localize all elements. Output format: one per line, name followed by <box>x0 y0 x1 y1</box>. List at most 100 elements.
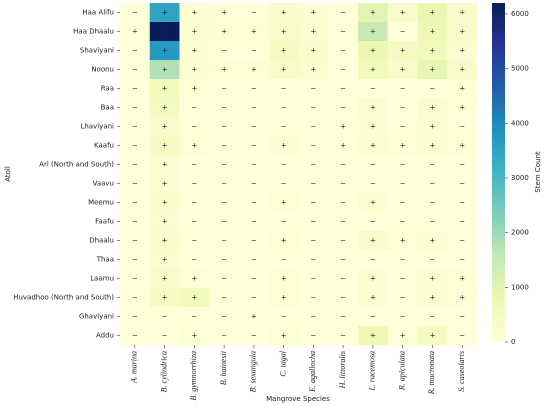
cell-annotation: + <box>370 28 376 36</box>
cell-annotation: + <box>162 66 168 74</box>
cell-annotation: − <box>400 256 406 264</box>
heatmap-cell <box>358 79 389 99</box>
x-tick-label: S. caseolaris <box>457 351 466 392</box>
cell-annotation: − <box>429 313 435 321</box>
y-tick-label: Meemu <box>88 199 114 207</box>
x-tick-label: L. racemosa <box>368 351 377 392</box>
cell-annotation: + <box>400 332 406 340</box>
heatmap-cell <box>268 60 299 80</box>
heatmap-cell <box>239 326 270 346</box>
heatmap-cell <box>179 3 210 23</box>
heatmap-cell <box>387 22 418 42</box>
cell-annotation: − <box>340 294 346 302</box>
heatmap-cell <box>120 79 151 99</box>
cell-annotation: − <box>191 104 197 112</box>
heatmap-cell <box>149 326 180 346</box>
heatmap-cell <box>298 98 329 118</box>
heatmap-cell <box>298 174 329 194</box>
cell-annotation: − <box>251 275 257 283</box>
heatmap-cell <box>149 307 180 327</box>
cell-annotation: − <box>429 180 435 188</box>
heatmap-cell <box>387 41 418 61</box>
x-axis-title: Mangrove Species <box>266 395 330 403</box>
cell-annotation: + <box>162 9 168 17</box>
heatmap-cell <box>328 136 359 156</box>
cell-annotation: − <box>310 104 316 112</box>
heatmap-cell <box>239 155 270 175</box>
cell-annotation: + <box>251 313 257 321</box>
y-tick-label: Lhaviyani <box>80 123 114 131</box>
cell-annotation: − <box>281 256 287 264</box>
y-tick-label: Laamu <box>90 275 114 283</box>
x-tick-label: H. littoralis <box>338 351 347 389</box>
cell-annotation: − <box>310 237 316 245</box>
cell-annotation: + <box>429 104 435 112</box>
cell-annotation: − <box>310 256 316 264</box>
heatmap-cell <box>120 136 151 156</box>
heatmap-cell <box>209 117 240 137</box>
cell-annotation: + <box>221 9 227 17</box>
heatmap-cell <box>149 174 180 194</box>
heatmap-cell <box>239 98 270 118</box>
heatmap-cell <box>417 3 448 23</box>
heatmap-cell <box>447 269 478 289</box>
heatmap-cell <box>239 193 270 213</box>
heatmap-cell <box>179 212 210 232</box>
heatmap-cell <box>239 174 270 194</box>
heatmap-cell <box>239 307 270 327</box>
cell-annotation: + <box>281 142 287 150</box>
heatmap-cell <box>209 174 240 194</box>
heatmap-cell <box>298 3 329 23</box>
heatmap-cell <box>209 79 240 99</box>
cell-annotation: − <box>400 294 406 302</box>
cell-annotation: − <box>281 161 287 169</box>
heatmap-cell <box>149 60 180 80</box>
cell-annotation: − <box>340 180 346 188</box>
heatmap-cell <box>179 98 210 118</box>
cell-annotation: − <box>251 218 257 226</box>
heatmap-cell <box>179 79 210 99</box>
cell-annotation: + <box>191 28 197 36</box>
cell-annotation: − <box>221 218 227 226</box>
cell-annotation: − <box>400 199 406 207</box>
heatmap-cell <box>417 212 448 232</box>
heatmap-cell <box>209 22 240 42</box>
cell-annotation: + <box>191 85 197 93</box>
cell-annotation: + <box>429 28 435 36</box>
heatmap-cell <box>417 98 448 118</box>
cell-annotation: − <box>340 237 346 245</box>
cell-annotation: − <box>132 313 138 321</box>
cell-annotation: + <box>459 294 465 302</box>
heatmap-cell <box>298 41 329 61</box>
y-axis-title: Atoll <box>4 166 12 182</box>
heatmap-cell <box>179 41 210 61</box>
cell-annotation: + <box>429 123 435 131</box>
heatmap-cell <box>120 117 151 137</box>
cell-annotation: + <box>459 275 465 283</box>
cell-annotation: − <box>191 313 197 321</box>
cell-annotation: − <box>310 313 316 321</box>
cell-annotation: − <box>221 237 227 245</box>
cell-annotation: − <box>132 142 138 150</box>
heatmap-cell <box>298 212 329 232</box>
heatmap-cell <box>268 174 299 194</box>
cell-annotation: − <box>221 85 227 93</box>
heatmap-cell <box>447 60 478 80</box>
heatmap-cell <box>387 212 418 232</box>
heatmap-cell <box>209 136 240 156</box>
heatmap-cell <box>120 155 151 175</box>
y-tick-label: Huvadhoo (North and South) <box>13 294 114 302</box>
cell-annotation: − <box>162 332 168 340</box>
heatmap-cell <box>179 326 210 346</box>
heatmap-cell <box>328 307 359 327</box>
heatmap-cell <box>149 269 180 289</box>
colorbar-tick-label: 6000 <box>511 10 529 18</box>
cell-annotation: − <box>459 332 465 340</box>
cell-annotation: − <box>132 275 138 283</box>
cell-annotation: − <box>370 218 376 226</box>
heatmap-cell <box>179 288 210 308</box>
cell-annotation: + <box>340 142 346 150</box>
heatmap-cell <box>120 288 151 308</box>
heatmap-cell <box>120 269 151 289</box>
heatmap-cell <box>358 117 389 137</box>
